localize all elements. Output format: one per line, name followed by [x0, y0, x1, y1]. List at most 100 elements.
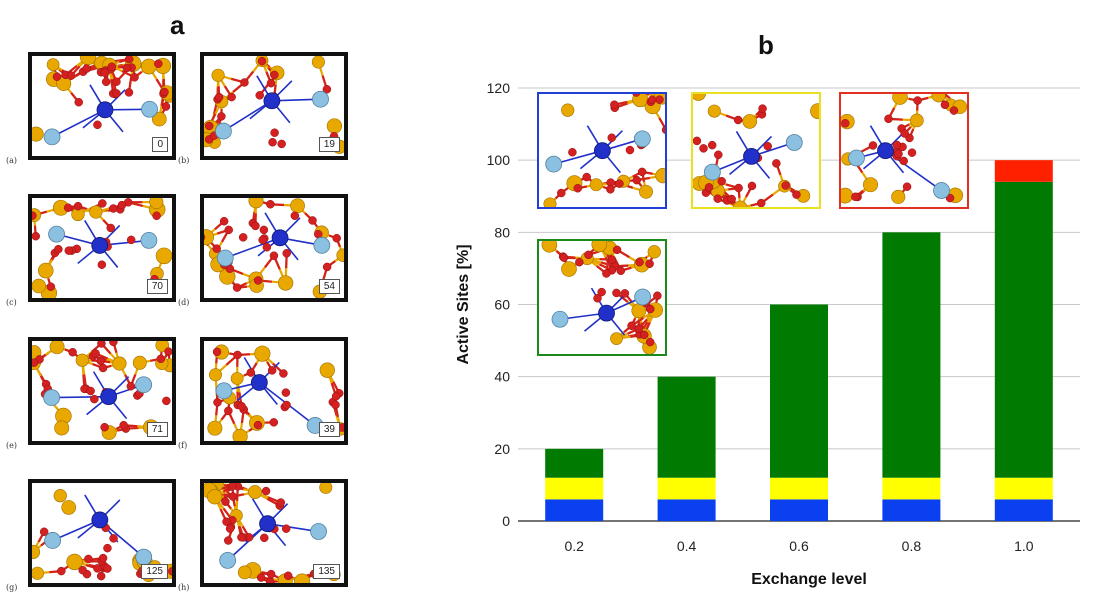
oxygen-atom: [655, 95, 664, 104]
silicon-atom: [38, 262, 54, 279]
x-tick-label: 0.8: [902, 538, 922, 554]
structure-sublabel: (a): [6, 156, 18, 165]
oxygen-atom: [52, 72, 62, 81]
oxygen-atom: [124, 56, 134, 64]
oxygen-atom: [39, 527, 49, 537]
y-tick-label: 0: [502, 513, 510, 529]
oxygen-atom: [607, 133, 617, 142]
y-tick-label: 60: [494, 297, 510, 313]
oxygen-atom: [212, 244, 221, 253]
silicon-atom: [910, 113, 924, 128]
silicon-atom: [54, 420, 70, 436]
silicon-atom: [32, 278, 46, 294]
oxygen-atom: [331, 400, 340, 410]
silicon-atom: [561, 261, 577, 277]
oxygen-atom: [632, 175, 641, 185]
aluminum-atom: [43, 389, 61, 407]
oxygen-atom: [164, 347, 172, 356]
oxygen-atom: [97, 341, 106, 348]
aluminum-atom: [135, 548, 153, 566]
oxygen-atom: [781, 181, 790, 190]
silicon-atom: [53, 489, 67, 503]
oxygen-atom: [612, 288, 621, 298]
oxygen-atom: [32, 211, 37, 220]
oxygen-atom: [212, 347, 222, 357]
inset-structure: [537, 239, 667, 356]
oxygen-atom: [884, 114, 893, 124]
oxygen-atom: [124, 88, 134, 97]
silicon-atom: [541, 240, 558, 253]
oxygen-atom: [232, 283, 242, 292]
oxygen-atom: [97, 260, 107, 269]
oxygen-atom: [266, 199, 275, 209]
silicon-atom: [707, 104, 721, 118]
bar-segment: [994, 160, 1053, 182]
oxygen-atom: [269, 418, 279, 427]
metal-atom: [271, 229, 289, 247]
aluminum-atom: [551, 310, 569, 328]
structure-panel: 135: [200, 479, 348, 587]
oxygen-atom: [233, 350, 242, 360]
oxygen-atom: [647, 95, 657, 104]
oxygen-atom: [913, 96, 922, 105]
silicon-atom: [655, 168, 666, 184]
silicon-atom: [66, 553, 83, 571]
oxygen-atom: [82, 64, 91, 73]
oxygen-atom: [282, 400, 291, 410]
inset-structure: [839, 92, 969, 209]
oxygen-atom: [117, 200, 127, 210]
metal-atom: [598, 304, 615, 322]
oxygen-atom: [107, 62, 116, 71]
bar-segment: [657, 477, 716, 500]
oxygen-atom: [126, 235, 136, 245]
structure-panel: 54: [200, 194, 348, 302]
silicon-atom: [61, 500, 77, 515]
oxygen-atom: [126, 381, 136, 391]
inset-frame: [537, 239, 667, 356]
oxygen-atom: [332, 233, 341, 243]
oxygen-atom: [734, 183, 743, 193]
oxygen-atom: [758, 104, 767, 113]
structure-sublabel: (f): [178, 441, 188, 450]
oxygen-atom: [112, 77, 121, 86]
oxygen-atom: [637, 167, 647, 177]
oxygen-atom: [559, 253, 569, 262]
silicon-atom: [237, 565, 252, 580]
silicon-atom: [326, 118, 343, 134]
oxygen-atom: [756, 198, 766, 208]
bar-segment: [770, 499, 828, 521]
energy-label: 0: [152, 137, 168, 152]
y-tick-label: 100: [487, 152, 511, 168]
oxygen-atom: [224, 536, 233, 545]
structure-panel: 71: [28, 337, 176, 445]
oxygen-atom: [616, 266, 626, 276]
oxygen-atom: [266, 569, 276, 579]
oxygen-atom: [282, 249, 291, 258]
silicon-atom: [204, 229, 215, 246]
x-tick-label: 0.6: [789, 538, 809, 554]
y-tick-label: 20: [494, 441, 510, 457]
silicon-atom: [892, 93, 908, 105]
oxygen-atom: [900, 129, 909, 138]
bar-segment: [770, 304, 828, 478]
bar-segment: [882, 499, 941, 521]
x-tick-label: 0.4: [677, 538, 697, 554]
oxygen-atom: [717, 177, 726, 186]
oxygen-atom: [253, 276, 263, 285]
oxygen-atom: [168, 567, 172, 576]
aluminum-atom: [215, 122, 232, 140]
x-tick-label: 0.2: [564, 538, 584, 554]
silicon-atom: [149, 198, 164, 210]
bar-segment: [770, 477, 828, 500]
inset-frame: [537, 92, 667, 209]
silicon-atom: [248, 485, 262, 499]
oxygen-atom: [593, 294, 602, 303]
structure-sublabel: (b): [178, 156, 190, 165]
x-axis-title: Exchange level: [751, 571, 867, 588]
silicon-atom: [589, 178, 603, 192]
oxygen-atom: [219, 216, 229, 226]
oxygen-atom: [204, 121, 214, 131]
inset-structure: [537, 92, 667, 209]
oxygen-atom: [573, 183, 583, 193]
oxygen-atom: [98, 553, 108, 563]
